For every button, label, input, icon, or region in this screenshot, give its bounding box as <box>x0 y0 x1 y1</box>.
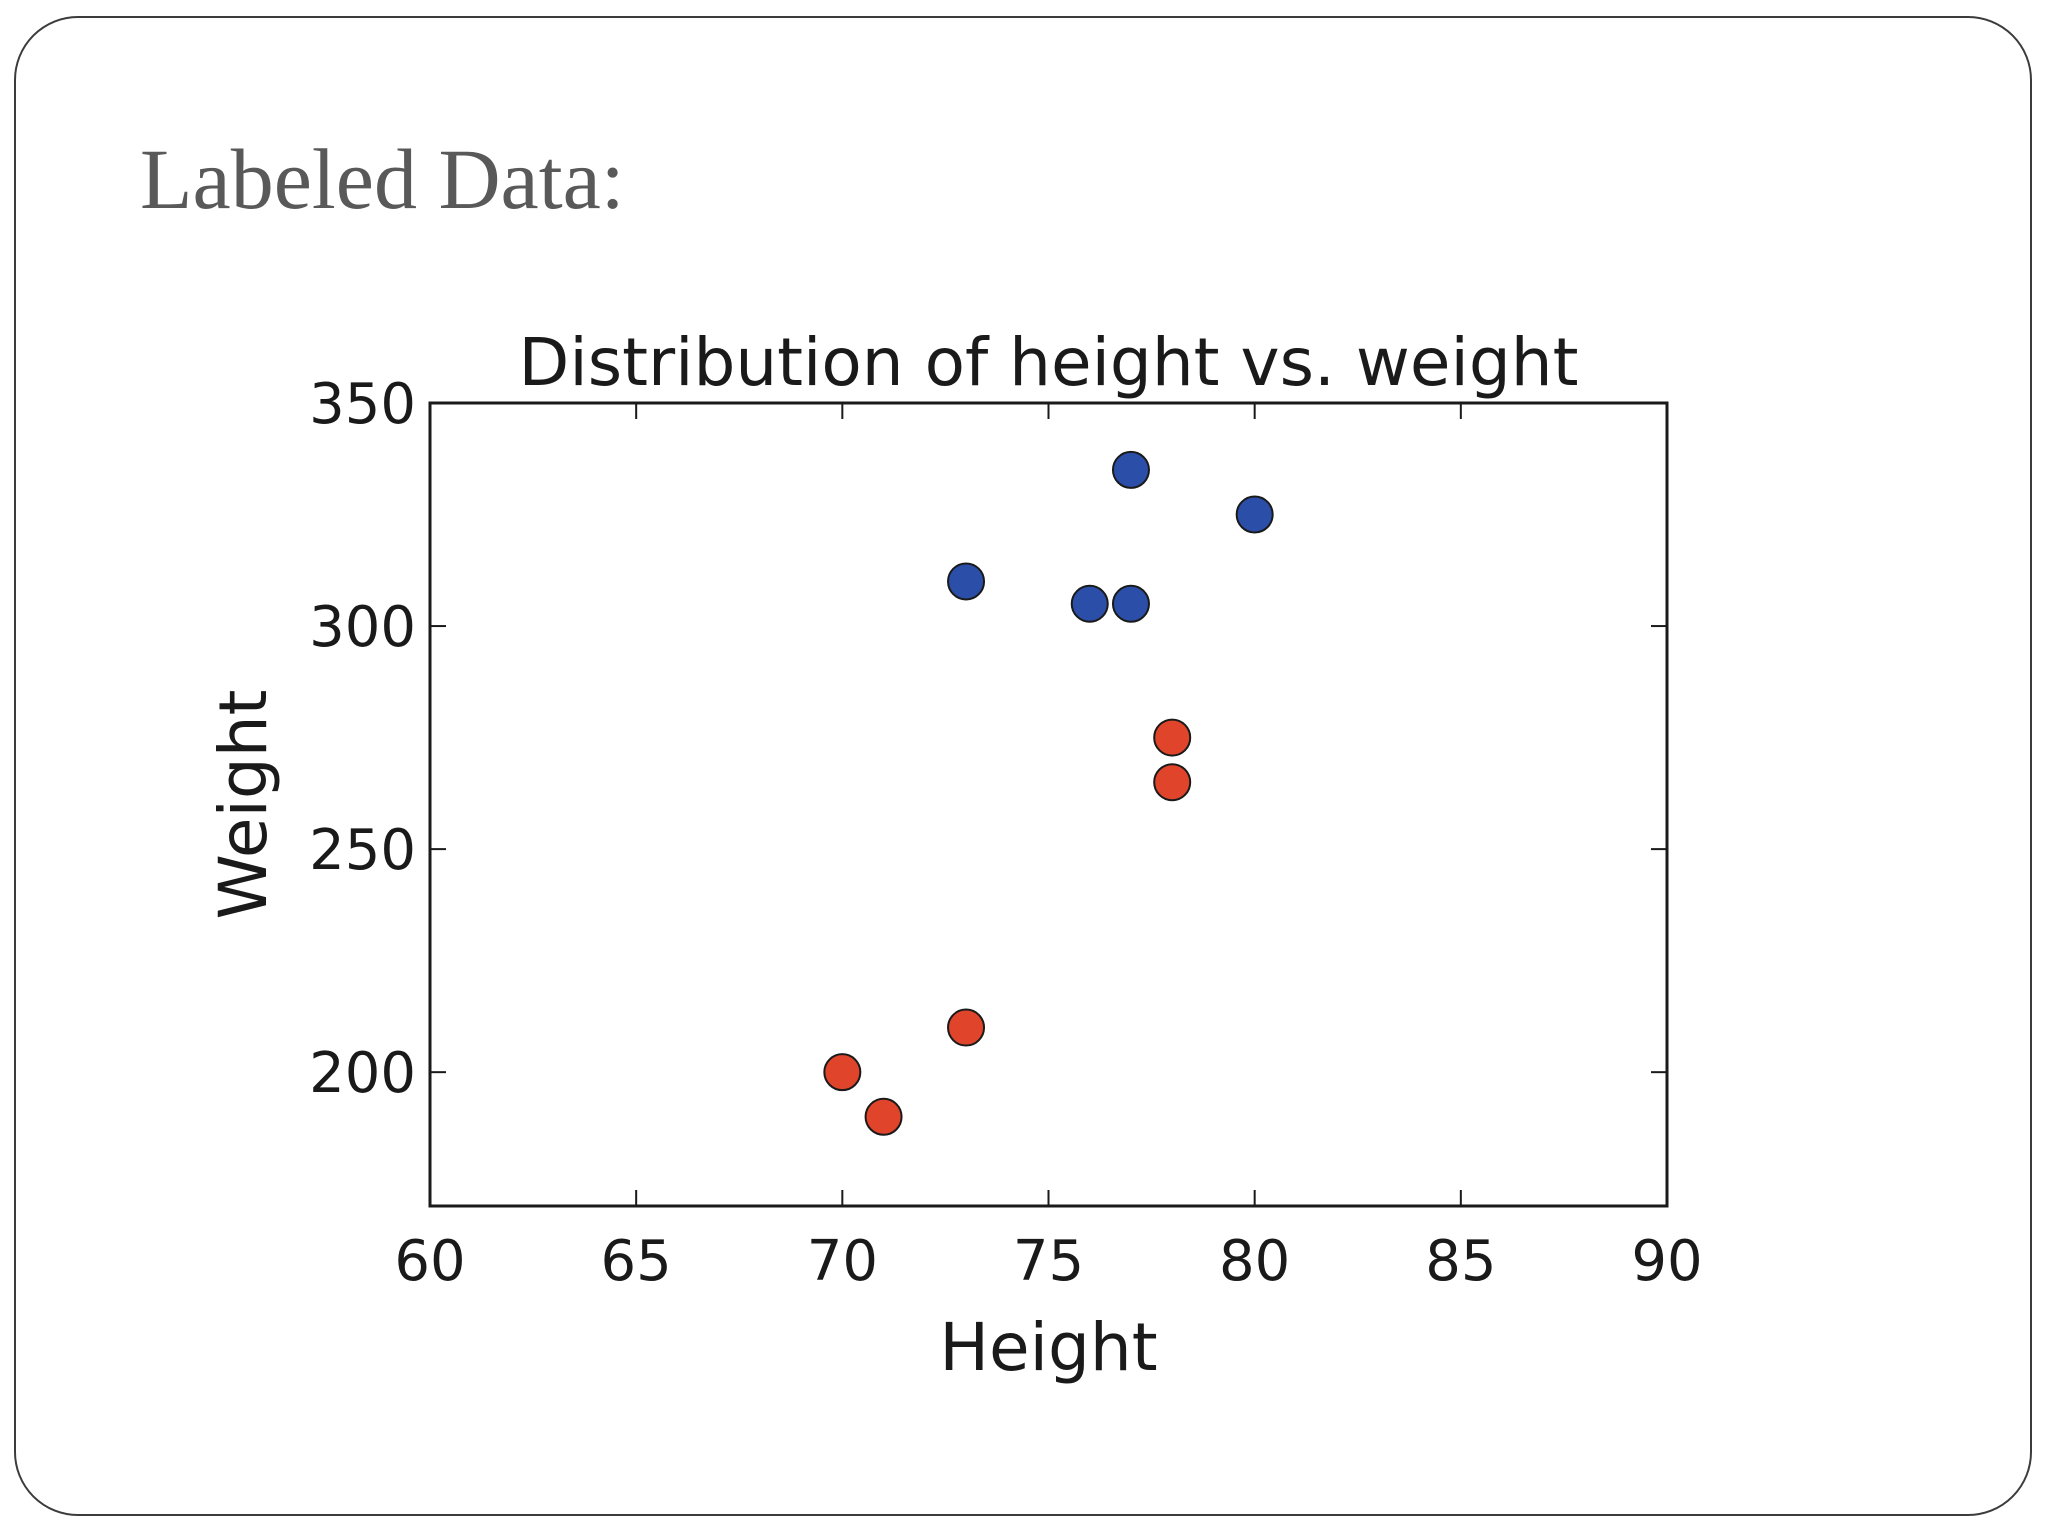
slide-title: Labeled Data: <box>140 131 625 227</box>
scatter-point <box>1111 584 1150 623</box>
y-tick-label: 300 <box>309 595 416 660</box>
x-tick-label: 85 <box>1425 1229 1496 1294</box>
x-tick-label: 65 <box>601 1229 672 1294</box>
scatter-point <box>947 1008 986 1047</box>
x-tick-label: 75 <box>1013 1229 1084 1294</box>
scatter-point <box>1111 450 1150 489</box>
y-tick-label: 350 <box>309 372 416 437</box>
chart-title: Distribution of height vs. weight <box>519 324 1579 401</box>
scatter-point <box>823 1053 862 1092</box>
y-tick-label: 200 <box>309 1041 416 1106</box>
x-tick-label: 80 <box>1219 1229 1290 1294</box>
scatter-point <box>1153 763 1192 802</box>
y-tick-label: 250 <box>309 818 416 883</box>
plot-frame <box>428 401 1669 1208</box>
x-tick-label: 60 <box>394 1229 465 1294</box>
x-axis-label: Height <box>939 1309 1157 1386</box>
x-tick-label: 70 <box>807 1229 878 1294</box>
scatter-point <box>1153 718 1192 757</box>
scatter-point <box>1235 495 1274 534</box>
scatter-point <box>947 562 986 601</box>
y-axis-label: Weight <box>205 690 282 920</box>
scatter-point <box>1070 584 1109 623</box>
scatter-point <box>864 1097 903 1136</box>
x-tick-label: 90 <box>1631 1229 1702 1294</box>
plot-area: 60 65 70 75 80 85 90 200 250 300 350 <box>309 372 1703 1294</box>
